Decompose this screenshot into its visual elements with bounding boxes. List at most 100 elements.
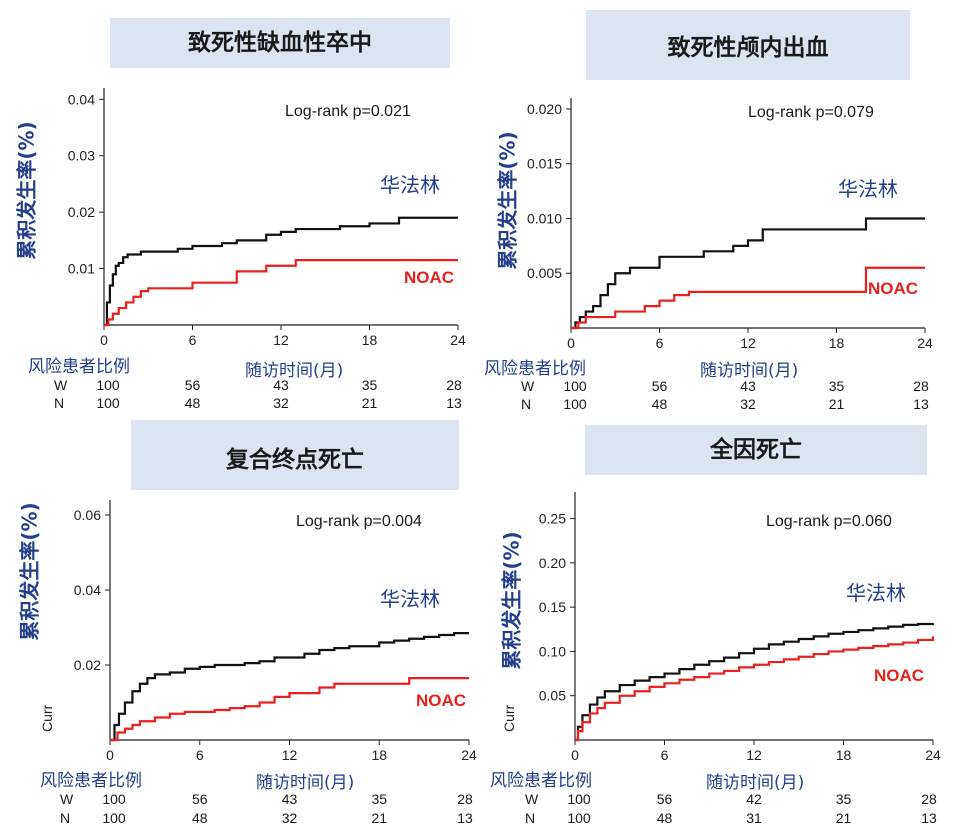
risk-count: 32	[273, 395, 289, 411]
series-label-noac: NOAC	[416, 691, 466, 710]
risk-row-n: N 100 48 32 21 13	[478, 396, 955, 414]
risk-count: 48	[656, 810, 673, 826]
risk-count: 43	[281, 791, 298, 807]
risk-group-name: N	[60, 810, 71, 826]
risk-count: 21	[361, 395, 378, 411]
series-line-warfarin	[104, 216, 458, 327]
series-line-warfarin	[571, 217, 925, 330]
risk-count: 28	[921, 791, 937, 807]
risk-header: 风险患者比例	[40, 771, 142, 791]
series-line-noac	[110, 677, 469, 742]
risk-row-n: N 100 48 32 21 13	[0, 395, 478, 413]
panel-composite-death: 复合终点死亡 累积发生率(%) 0 6 12 18 24 0.02 0.04 0.06 Log-…	[0, 414, 478, 828]
risk-row-w: W 100 56 43 35 28	[0, 791, 478, 809]
risk-count: 13	[446, 395, 462, 411]
risk-count: 43	[273, 377, 289, 393]
x-tick-label: 24	[917, 335, 933, 351]
panel-all-cause-death: 全因死亡 累积发生率(%) 0 6 12 18 24 0.05 0.10 0.15 0.20 0.…	[478, 414, 955, 828]
risk-count: 48	[651, 396, 668, 412]
logrank-annotation: Log-rank p=0.021	[285, 103, 411, 120]
risk-count: 21	[828, 396, 845, 412]
x-tick-label: 12	[282, 747, 298, 763]
risk-row-w: W 100 56 43 35 28	[478, 378, 955, 396]
y-tick-label: 0.25	[539, 511, 566, 527]
risk-group-name: W	[54, 377, 68, 393]
chart-plot: 0 6 12 18 24 0.05 0.10 0.15 0.20 0.25 Log-rank p=0…	[501, 492, 941, 763]
x-axis-label: 随访时间(月)	[700, 361, 799, 381]
risk-count: 100	[102, 791, 126, 807]
risk-row-w: W 100 56 42 35 28	[478, 791, 955, 809]
risk-count: 21	[371, 810, 388, 826]
risk-count: 100	[102, 810, 126, 826]
logrank-annotation: Log-rank p=0.079	[748, 104, 874, 121]
logrank-annotation: Log-rank p=0.060	[766, 513, 892, 530]
chart-title: 复合终点死亡	[131, 420, 459, 490]
series-line-noac	[571, 266, 925, 330]
y-tick-label: 0.04	[74, 582, 101, 598]
risk-count: 100	[96, 395, 120, 411]
y-tick-label: 0.02	[74, 657, 101, 673]
risk-count: 32	[281, 810, 298, 826]
risk-count: 100	[96, 377, 120, 393]
risk-count: 13	[913, 396, 929, 412]
chart-plot: 0 6 12 18 24 0.01 0.02 0.03 0.04 Log-rank p=0.021…	[68, 88, 466, 348]
x-tick-label: 0	[100, 332, 108, 348]
y-tick-label: 0.04	[68, 91, 95, 107]
chart-title: 致死性缺血性卒中	[110, 18, 450, 68]
y-tick-label: 0.02	[68, 204, 95, 220]
risk-count: 13	[921, 810, 937, 826]
x-tick-label: 12	[746, 747, 762, 763]
x-tick-label: 0	[571, 747, 579, 763]
risk-count: 43	[740, 378, 756, 394]
risk-count: 48	[184, 395, 201, 411]
risk-count: 28	[913, 378, 929, 394]
y-tick-label: 0.015	[527, 156, 562, 172]
risk-row-n: N 100 48 32 21 13	[0, 810, 478, 828]
risk-count: 28	[457, 791, 473, 807]
x-tick-label: 18	[836, 747, 852, 763]
x-tick-label: 12	[740, 335, 756, 351]
y-tick-label: 0.20	[539, 555, 566, 571]
risk-group-name: W	[525, 791, 539, 807]
x-tick-label: 18	[371, 747, 387, 763]
risk-count: 56	[651, 378, 668, 394]
risk-row-n: N 100 48 31 21 13	[478, 810, 955, 828]
series-label-noac: NOAC	[874, 666, 924, 685]
x-tick-label: 18	[362, 332, 378, 348]
risk-count: 42	[746, 791, 762, 807]
risk-count: 35	[835, 791, 852, 807]
risk-count: 32	[740, 396, 756, 412]
risk-count: 100	[567, 791, 591, 807]
risk-count: 31	[746, 810, 762, 826]
series-label-warfarin: 华法林	[380, 173, 440, 197]
y-tick-label: 0.05	[539, 688, 566, 704]
y-tick-label: 0.020	[527, 101, 562, 117]
x-axis-label: 随访时间(月)	[706, 773, 805, 793]
risk-count: 21	[835, 810, 852, 826]
series-label-noac: NOAC	[404, 268, 454, 287]
risk-header: 风险患者比例	[28, 357, 130, 377]
risk-count: 13	[457, 810, 473, 826]
x-tick-label: 24	[925, 747, 941, 763]
panel-fatal-ischemic-stroke: 致死性缺血性卒中 累积发生率(%) 0 6 12 18 24 0.01 0.02 0.03 0.…	[0, 0, 478, 414]
x-tick-label: 24	[461, 747, 477, 763]
x-tick-label: 6	[196, 747, 204, 763]
risk-count: 56	[191, 791, 208, 807]
x-tick-label: 18	[829, 335, 845, 351]
risk-group-name: W	[521, 378, 535, 394]
risk-count: 56	[184, 377, 201, 393]
x-tick-label: 6	[189, 332, 197, 348]
risk-group-name: N	[521, 396, 532, 412]
x-tick-label: 12	[273, 332, 289, 348]
chart-plot: 0 6 12 18 24 0.02 0.04 0.06 Log-rank p=0.004 华法林 N…	[39, 500, 477, 763]
series-label-noac: NOAC	[868, 279, 918, 298]
series-label-warfarin: 华法林	[846, 581, 906, 605]
risk-count: 100	[567, 810, 591, 826]
x-tick-label: 0	[106, 747, 114, 763]
risk-count: 100	[563, 396, 587, 412]
series-label-warfarin: 华法林	[838, 177, 898, 201]
series-line-warfarin	[575, 622, 935, 742]
series-line-warfarin	[110, 632, 469, 742]
x-axis-label: 随访时间(月)	[256, 773, 355, 793]
risk-count: 100	[563, 378, 587, 394]
